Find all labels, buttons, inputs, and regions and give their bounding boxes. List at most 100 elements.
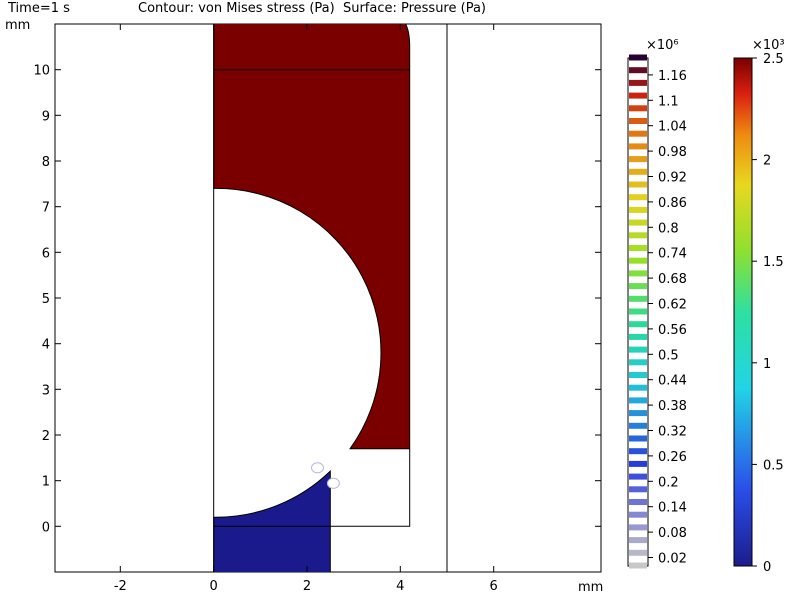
contour-legend-exponent: ×10⁶	[646, 38, 679, 53]
contour-level-swatch	[629, 295, 647, 302]
x-tick-label: 6	[490, 579, 498, 594]
contour-level-swatch	[629, 460, 647, 467]
contour-level-swatch	[629, 562, 647, 569]
contour-level-swatch	[629, 130, 647, 137]
x-tick-label: 4	[396, 579, 404, 594]
contour-level-swatch	[629, 283, 647, 290]
contour-level-swatch	[629, 410, 647, 417]
contour-level-swatch	[629, 308, 647, 315]
contour-level-swatch	[629, 245, 647, 251]
contour-legend-label: 0.2	[658, 475, 679, 490]
contour-level-swatch	[629, 257, 647, 264]
y-axis-unit: mm	[5, 18, 30, 33]
y-tick-labels: 0 1 2 3 4 5 6 7 8 9 10	[33, 64, 50, 536]
lower-pressure-region	[213, 469, 331, 572]
contour-level-swatch	[629, 270, 647, 277]
contour-legend-label: 0.86	[658, 196, 687, 211]
contour-legend-label: 1.16	[658, 69, 687, 84]
y-tick-label: 7	[42, 201, 50, 216]
contour-level-swatch	[629, 422, 647, 429]
x-tick-label: -2	[114, 579, 127, 594]
surface-legend: ×10³ 2.5 2 1.5 1 0.5 0	[733, 38, 785, 575]
surface-legend-colorbar	[733, 57, 753, 567]
contour-legend-label: 1.04	[658, 120, 687, 135]
contour-level-swatch	[629, 118, 647, 124]
contour-legend-label: 0.68	[658, 272, 687, 287]
contour-legend-label: 0.56	[658, 323, 687, 338]
contour-level-swatch	[629, 448, 647, 455]
y-tick-label: 8	[42, 155, 50, 170]
contour-level-swatch	[629, 168, 647, 175]
contour-level-swatch	[629, 372, 647, 378]
contour-legend-label: 0.74	[658, 247, 687, 262]
contour-legend-label: 0.08	[658, 526, 687, 541]
contour-level-swatch	[629, 524, 647, 531]
contour-level-swatch	[629, 346, 647, 353]
contour-level-swatch	[629, 194, 647, 201]
contact-marker-dot	[311, 462, 324, 474]
contour-legend-label: 0.8	[658, 221, 679, 236]
contour-level-swatch	[629, 92, 647, 99]
surface-legend-label: 1.5	[763, 255, 784, 270]
contour-legend-label: 0.02	[658, 552, 687, 567]
y-tick-label: 10	[33, 64, 50, 79]
y-tick-label: 3	[42, 383, 50, 398]
contour-legend-label: 0.5	[658, 348, 679, 363]
y-tick-label: 2	[42, 429, 50, 444]
upper-pressure-region	[213, 24, 411, 450]
contour-level-swatch	[629, 333, 647, 340]
axis-ticks	[55, 24, 601, 572]
contact-marker-dot	[326, 477, 340, 489]
y-tick-label: 0	[42, 520, 50, 535]
contour-legend-label: 0.44	[658, 374, 687, 389]
surface-legend-label: 0	[763, 560, 771, 575]
x-tick-label: 0	[210, 579, 218, 594]
contour-level-swatch	[629, 435, 647, 442]
contour-level-swatch	[629, 384, 647, 391]
y-tick-label: 6	[42, 246, 50, 261]
contour-level-swatch	[629, 219, 647, 226]
contour-level-swatch	[629, 486, 647, 493]
contour-level-swatch	[629, 511, 647, 518]
contour-level-swatch	[629, 206, 647, 213]
x-tick-label: 2	[303, 579, 311, 594]
contour-legend-label: 0.92	[658, 171, 687, 186]
x-axis-unit: mm	[578, 580, 603, 594]
y-tick-label: 5	[42, 292, 50, 307]
geometry-outline	[213, 24, 448, 572]
y-tick-label: 1	[42, 475, 50, 490]
surface-legend-label: 0.5	[763, 458, 784, 473]
surface-legend-exponent: ×10³	[752, 38, 785, 53]
contour-level-swatch	[629, 54, 647, 61]
contour-level-swatch	[629, 156, 647, 163]
contour-level-swatch	[629, 321, 647, 328]
contact-marker	[311, 462, 340, 489]
contour-legend-label: 1.1	[658, 94, 679, 109]
contour-level-swatch	[629, 181, 647, 188]
contour-level-swatch	[629, 397, 647, 404]
contour-legend-label: 0.32	[658, 425, 687, 440]
surface-legend-label: 2	[763, 154, 771, 169]
y-tick-label: 9	[42, 109, 50, 124]
contour-legend-label: 0.26	[658, 450, 687, 465]
contour-legend: ×10⁶ 1.16 1.1 1.04 0.98 0.92 0.86 0.8 0.74 0.68 0…	[627, 38, 687, 569]
contour-level-swatch	[629, 105, 647, 112]
contour-level-swatch	[629, 67, 647, 74]
contour-level-swatch	[629, 232, 647, 239]
surface-legend-label: 1	[763, 357, 771, 372]
contour-level-swatch	[629, 359, 647, 366]
contour-legend-label: 0.62	[658, 298, 687, 313]
time-label: Time=1 s	[8, 1, 70, 16]
contour-level-swatch	[629, 499, 647, 505]
contour-level-swatch	[629, 537, 647, 544]
x-tick-labels: -2 0 2 4 6	[114, 579, 498, 594]
geometry-group	[213, 24, 448, 572]
contour-legend-label: 0.14	[658, 501, 687, 516]
contour-level-swatch	[629, 143, 647, 150]
surface-legend-label: 2.5	[763, 52, 784, 67]
contour-legend-label: 0.38	[658, 399, 687, 414]
contour-legend-label: 0.98	[658, 145, 687, 160]
contour-level-swatch	[629, 79, 647, 86]
contour-level-swatch	[629, 473, 647, 480]
